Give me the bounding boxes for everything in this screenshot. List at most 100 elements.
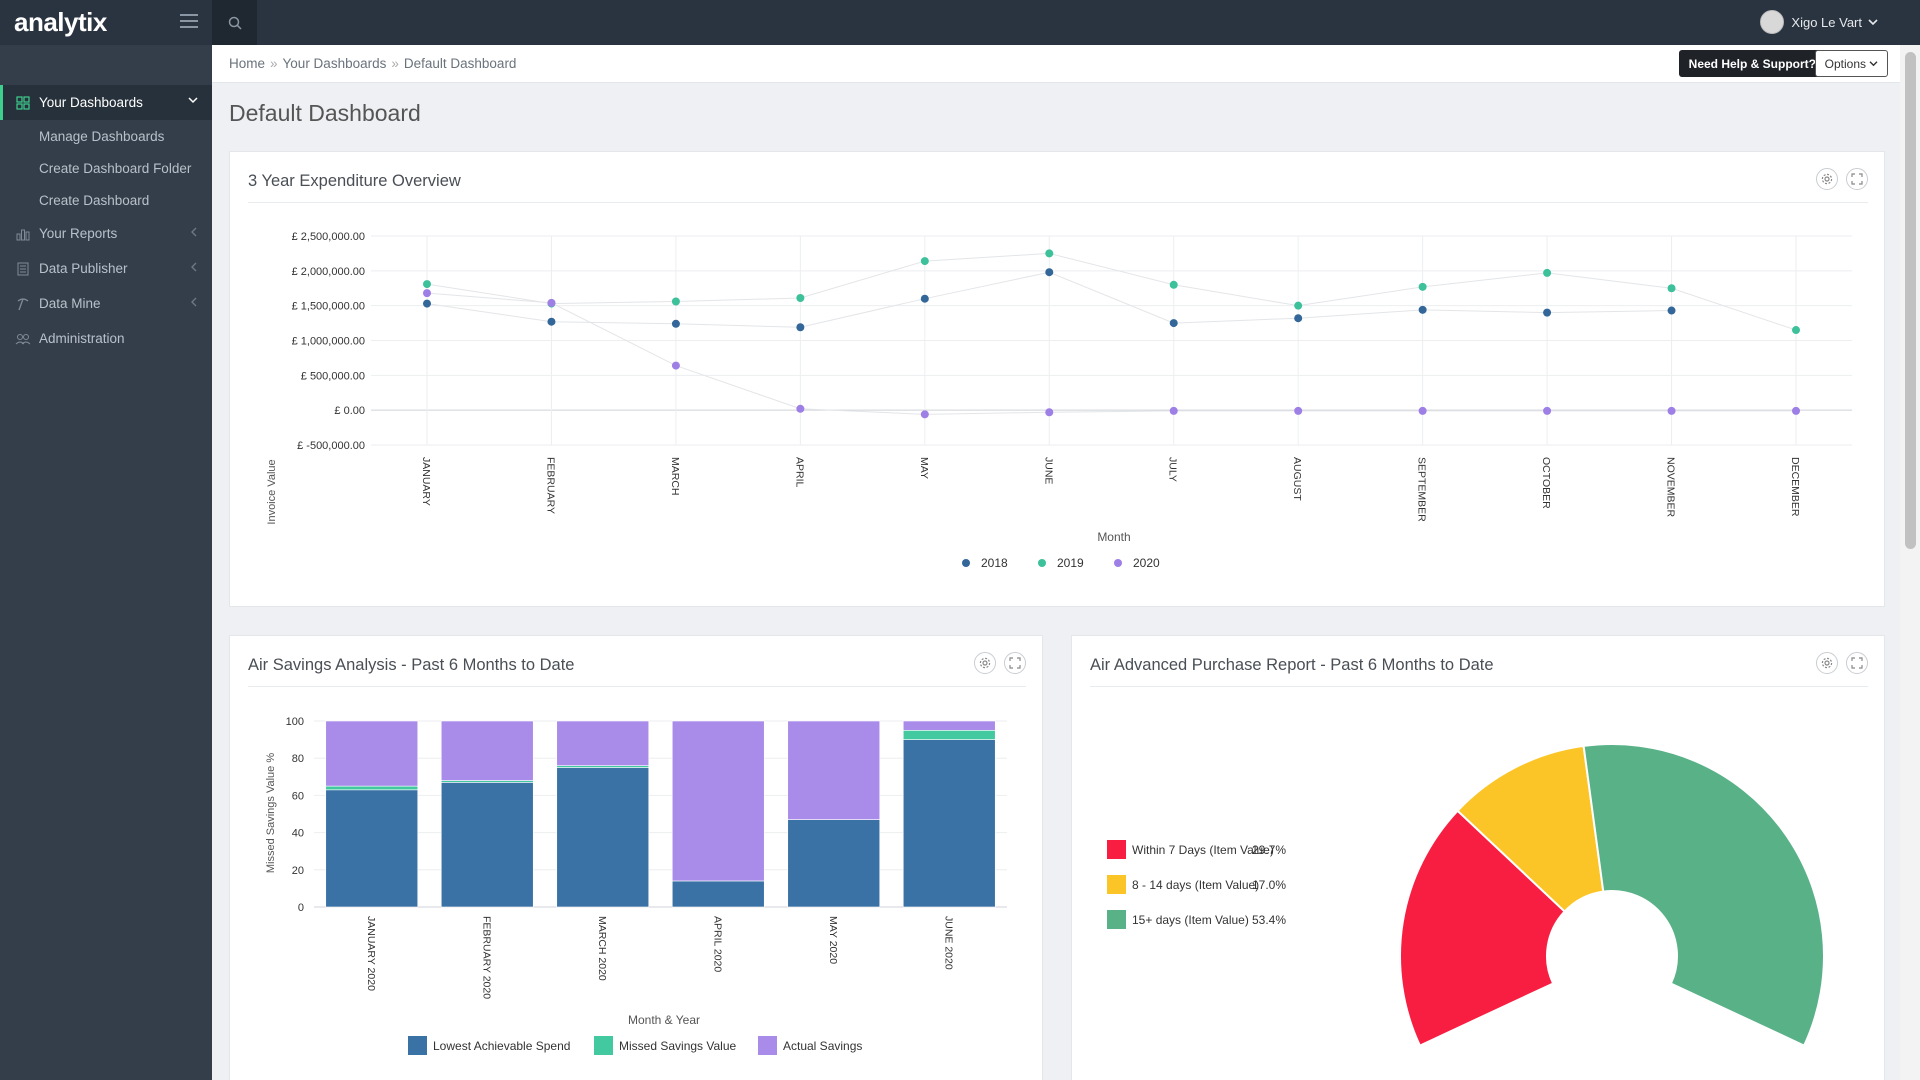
breadcrumb-separator: »: [391, 56, 399, 71]
menu-toggle-icon[interactable]: [180, 14, 198, 28]
page-scrollbar-thumb[interactable]: [1905, 52, 1916, 549]
bar-segment: [325, 785, 419, 791]
data-point-2019: [1792, 326, 1800, 335]
x-tick-label: FEBRUARY: [544, 457, 556, 514]
data-point-2019: [1667, 284, 1676, 293]
x-tick-label: NOVEMBER: [1665, 457, 1677, 518]
panel-settings-button[interactable]: [1816, 168, 1838, 190]
panel-title: Air Savings Analysis - Past 6 Months to …: [248, 656, 575, 674]
legend-marker: [1107, 840, 1126, 859]
chevron-down-icon: [1868, 19, 1878, 26]
sidebar-item-label: Your Reports: [39, 226, 118, 241]
panel-expand-button[interactable]: [1004, 652, 1026, 674]
bar-segment: [325, 720, 419, 787]
bar-segment: [671, 880, 765, 908]
data-point-2020: [1543, 406, 1552, 415]
x-tick-label: MARCH 2020: [596, 916, 608, 981]
sidebar: Your Dashboards Manage Dashboards Create…: [0, 45, 212, 1080]
x-tick-label: JANUARY 2020: [365, 916, 377, 991]
chevron-left-icon: [191, 262, 197, 272]
legend-label: 15+ days (Item Value): [1132, 913, 1249, 927]
sidebar-subitem-manage-dashboards[interactable]: Manage Dashboards: [39, 128, 165, 144]
sidebar-item-data-publisher[interactable]: Data Publisher: [0, 251, 212, 286]
panel-title: Air Advanced Purchase Report - Past 6 Mo…: [1090, 656, 1494, 674]
bar-segment: [440, 782, 534, 908]
legend-label: 2019: [1057, 556, 1084, 570]
data-point-2018: [1543, 308, 1552, 317]
data-point-2019: [920, 257, 929, 266]
legend-value: 17.0%: [1252, 878, 1286, 892]
donut-slice: [1399, 809, 1567, 1047]
page-title: Default Dashboard: [229, 100, 421, 126]
advanced-purchase-donut-chart: Within 7 Days (Item Value)29.7% 8 - 14 da…: [1107, 743, 1825, 1047]
chevron-down-icon: [1869, 61, 1878, 67]
data-point-2019: [796, 294, 805, 303]
data-point-2020: [1418, 406, 1427, 415]
x-tick-label: APRIL 2020: [711, 916, 723, 972]
legend-marker: [408, 1036, 427, 1055]
chevron-left-icon: [191, 227, 197, 237]
expand-icon: [1851, 173, 1863, 185]
x-tick-label: AUGUST: [1291, 457, 1303, 501]
expenditure-panel: 3 Year Expenditure Overview Invoice Valu…: [229, 151, 1885, 607]
y-tick-label: 60: [292, 790, 304, 802]
sidebar-subitem-create-dashboard-folder[interactable]: Create Dashboard Folder: [39, 160, 192, 176]
help-support-button[interactable]: Need Help & Support?: [1678, 50, 1826, 77]
sidebar-item-label: Data Publisher: [39, 261, 128, 276]
x-axis-title: Month: [1097, 530, 1130, 544]
data-point-2020: [1294, 406, 1303, 415]
sidebar-subitem-create-dashboard[interactable]: Create Dashboard: [39, 192, 150, 208]
legend-marker-2018: [962, 559, 970, 567]
breadcrumb: Home » Your Dashboards » Default Dashboa…: [212, 45, 1900, 83]
data-point-2018: [1045, 268, 1054, 277]
breadcrumb-home[interactable]: Home: [229, 56, 266, 71]
data-point-2019: [1294, 301, 1303, 310]
savings-panel: Air Savings Analysis - Past 6 Months to …: [229, 635, 1043, 1080]
data-point-2019: [1543, 268, 1552, 277]
breadcrumb-your-dashboards[interactable]: Your Dashboards: [282, 56, 387, 71]
data-point-2018: [1169, 319, 1178, 328]
panel-settings-button[interactable]: [974, 652, 996, 674]
search-button[interactable]: [212, 0, 257, 45]
options-button[interactable]: Options: [1814, 50, 1888, 77]
panel-expand-button[interactable]: [1846, 652, 1868, 674]
book-icon: [15, 262, 31, 276]
data-point-2020: [920, 410, 929, 419]
brand-logo[interactable]: analytix: [0, 0, 212, 45]
x-tick-label: SEPTEMBER: [1416, 457, 1428, 522]
x-tick-label: OCTOBER: [1540, 457, 1552, 509]
x-tick-label: MAY: [918, 457, 930, 479]
data-point-2020: [423, 289, 431, 298]
data-point-2019: [423, 280, 431, 289]
data-point-2020: [1045, 408, 1054, 417]
panel-settings-button[interactable]: [1816, 652, 1838, 674]
sidebar-item-your-dashboards[interactable]: Your Dashboards: [0, 85, 212, 120]
sidebar-item-your-reports[interactable]: Your Reports: [0, 216, 212, 251]
series-line-2020: [426, 292, 1796, 415]
data-point-2019: [1418, 282, 1427, 291]
user-menu[interactable]: Xigo Le Vart: [1760, 10, 1878, 34]
data-point-2018: [796, 323, 805, 332]
series-line-2019: [426, 252, 1797, 331]
y-tick-label: £ 500,000.00: [301, 370, 365, 382]
panel-expand-button[interactable]: [1846, 168, 1868, 190]
x-axis-title: Month & Year: [628, 1013, 700, 1027]
avatar: [1760, 10, 1785, 34]
data-point-2020: [796, 404, 805, 413]
legend-label: Missed Savings Value: [619, 1039, 736, 1053]
sidebar-item-administration[interactable]: Administration: [0, 321, 212, 356]
search-icon: [228, 16, 242, 30]
data-point-2019: [1045, 249, 1054, 258]
data-point-2018: [1418, 305, 1427, 314]
y-tick-label: 100: [286, 716, 304, 728]
legend-marker-2019: [1038, 559, 1046, 567]
y-tick-label: 0: [298, 902, 304, 914]
sidebar-item-data-mine[interactable]: Data Mine: [0, 286, 212, 321]
donut-slice: [1456, 744, 1605, 913]
data-point-2018: [671, 319, 680, 328]
data-point-2018: [1294, 314, 1303, 323]
legend-value: 53.4%: [1252, 913, 1286, 927]
data-point-2018: [1667, 306, 1676, 315]
top-bar: analytix Xigo Le Vart: [0, 0, 1920, 45]
x-tick-label: JULY: [1167, 457, 1179, 482]
